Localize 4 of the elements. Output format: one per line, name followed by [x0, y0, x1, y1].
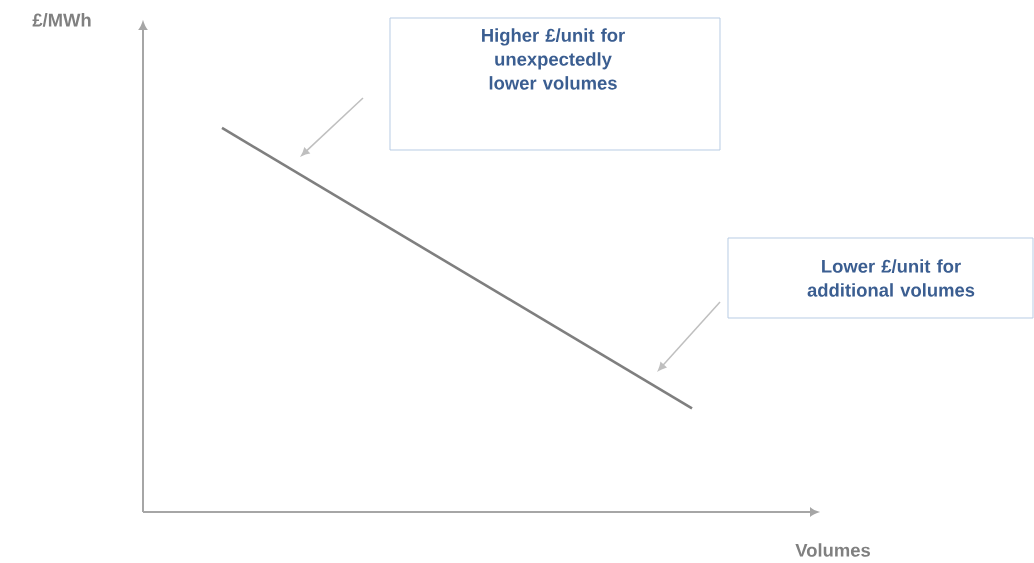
text: £/MWh — [32, 13, 91, 27]
x-axis-title: Volumes — [795, 543, 870, 557]
annotation: Lower £/unit for additional volumes — [807, 259, 975, 297]
text: Higher £/unit for unexpectedly lower volumes — [482, 28, 625, 90]
